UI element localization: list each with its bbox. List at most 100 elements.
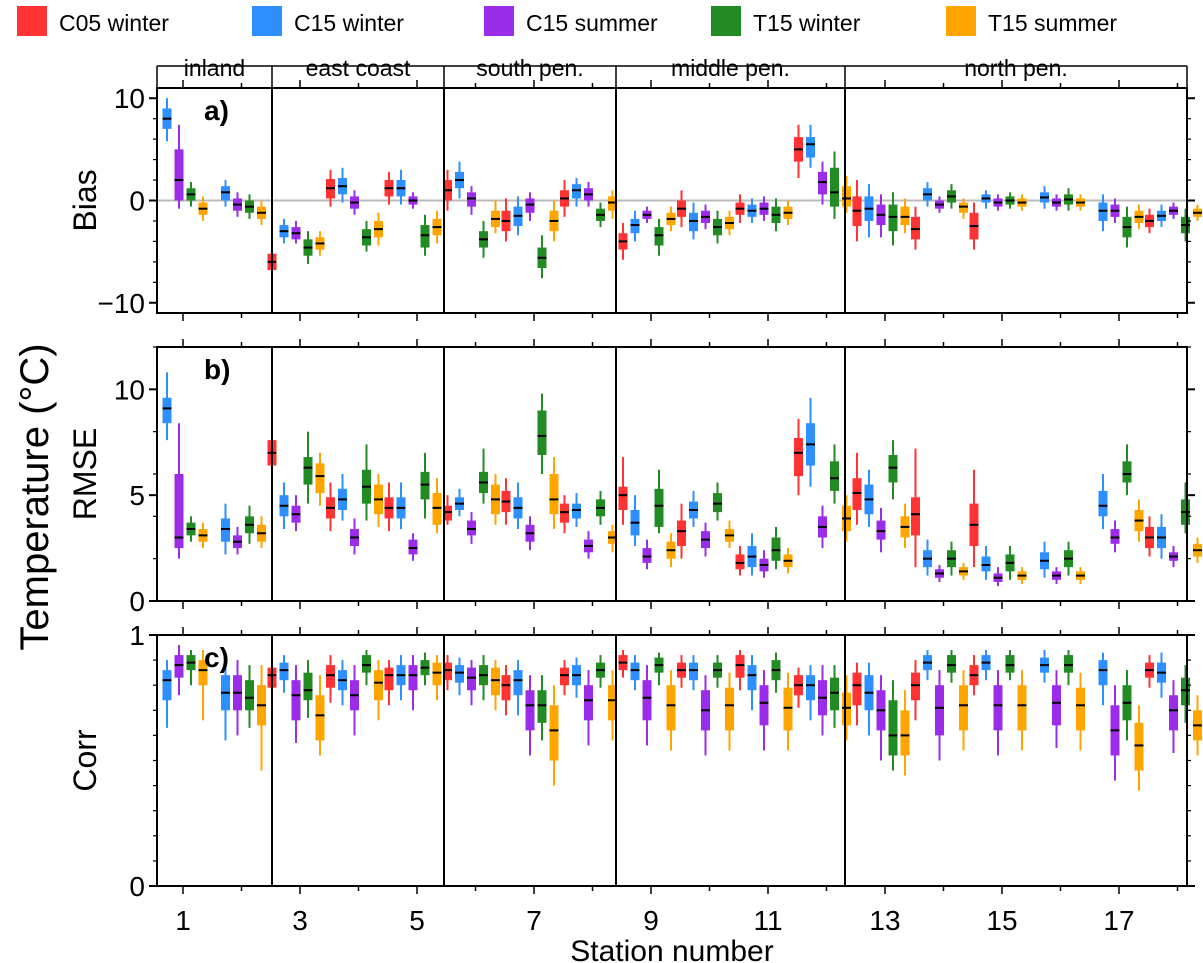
- box: [1098, 660, 1108, 686]
- x-tick-label: 7: [526, 905, 542, 936]
- box: [549, 474, 559, 515]
- panel-0: −10 0 10 a) Bias: [67, 80, 1202, 321]
- y-axis-label: Temperature (°C): [13, 343, 57, 650]
- box: [572, 184, 581, 199]
- box: [467, 192, 476, 207]
- y-tick-label: −10: [98, 288, 146, 319]
- legend-item: C15 winter: [252, 6, 404, 36]
- x-tick-label: 5: [409, 905, 425, 936]
- box: [1169, 695, 1178, 731]
- box: [888, 700, 898, 756]
- box: [162, 670, 172, 701]
- box: [842, 692, 851, 726]
- box: [666, 685, 676, 731]
- legend-item: T15 winter: [711, 6, 861, 36]
- y-tick-label: 5: [129, 480, 145, 511]
- box: [162, 397, 172, 424]
- y-tick-label: 10: [114, 83, 145, 114]
- box: [618, 486, 628, 510]
- box: [1098, 490, 1108, 517]
- panel-ylabel: Bias: [67, 169, 103, 231]
- panel-1: 0 5 10 b) RMSE: [67, 339, 1202, 617]
- region-label: inland: [184, 55, 245, 81]
- region-label: north pen.: [964, 55, 1068, 81]
- panel-ylabel: RMSE: [67, 428, 103, 520]
- box: [572, 503, 581, 519]
- box: [443, 505, 452, 521]
- box: [630, 218, 640, 234]
- box: [443, 662, 452, 681]
- legend-item: C15 summer: [484, 6, 658, 36]
- x-tick-label: 11: [753, 905, 782, 936]
- x-axis-label: Station number: [570, 935, 773, 963]
- y-tick-label: 0: [129, 586, 145, 617]
- box: [888, 204, 898, 232]
- box: [735, 554, 745, 570]
- x-tick-labels: 1 3 5 7 9 11 13 15 17: [175, 905, 1134, 936]
- panel-letter: c): [204, 642, 229, 673]
- box: [384, 667, 394, 691]
- x-tick-label: 9: [643, 905, 659, 936]
- box: [1098, 202, 1108, 221]
- box: [362, 655, 371, 673]
- box: [1064, 655, 1073, 673]
- box: [759, 685, 769, 726]
- box: [935, 685, 944, 736]
- box: [900, 710, 910, 756]
- box: [608, 685, 617, 721]
- box: [630, 662, 640, 681]
- box: [794, 438, 803, 477]
- box: [303, 457, 313, 485]
- box: [455, 665, 464, 683]
- box: [959, 685, 968, 731]
- box: [560, 667, 569, 686]
- box: [525, 198, 535, 213]
- box: [783, 687, 793, 731]
- box: [315, 695, 325, 741]
- box: [549, 705, 559, 761]
- legend-swatch: [711, 6, 741, 36]
- box: [689, 662, 698, 681]
- box: [1134, 722, 1144, 771]
- box: [689, 212, 698, 232]
- box: [1122, 461, 1132, 483]
- legend-swatch: [484, 6, 514, 36]
- box: [852, 672, 862, 706]
- box: [830, 461, 839, 491]
- legend: C05 winter C15 winter C15 summer T15 winter…: [17, 6, 1117, 36]
- box: [830, 677, 839, 711]
- panel-ylabel: Corr: [67, 729, 103, 792]
- region-label: east coast: [306, 55, 411, 81]
- box: [677, 520, 686, 546]
- box: [642, 548, 652, 563]
- box: [888, 454, 898, 483]
- panel-2: 0 1 c) Corr: [67, 620, 1202, 902]
- box: [900, 206, 910, 226]
- box: [525, 690, 535, 731]
- y-tick-label: 0: [129, 186, 145, 217]
- box: [432, 662, 442, 686]
- box: [806, 137, 815, 158]
- box: [279, 662, 289, 681]
- box: [245, 680, 254, 711]
- box: [842, 186, 851, 207]
- box: [584, 685, 593, 721]
- legend-swatch: [946, 6, 976, 36]
- box: [315, 463, 325, 494]
- box: [959, 202, 968, 213]
- box: [725, 687, 734, 731]
- panel-letter: a): [204, 95, 229, 126]
- legend-swatch: [17, 6, 47, 36]
- box: [198, 660, 208, 686]
- box: [501, 675, 511, 701]
- legend-label: C15 winter: [294, 10, 404, 36]
- x-tick-label: 17: [1103, 905, 1134, 936]
- box: [771, 537, 781, 561]
- region-label: middle pen.: [671, 55, 790, 81]
- legend-item: T15 summer: [946, 6, 1117, 36]
- box: [326, 665, 335, 688]
- box: [174, 655, 184, 678]
- box: [491, 667, 500, 696]
